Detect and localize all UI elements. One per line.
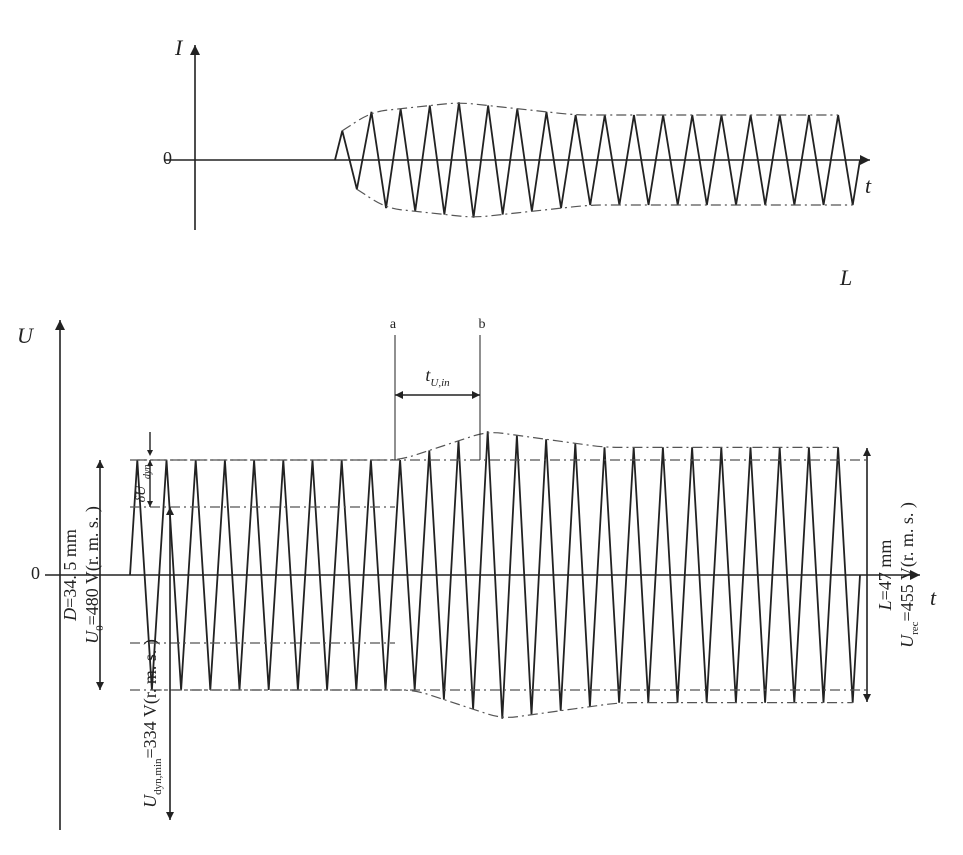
svg-text:L=47 mmUrec=455 V(r. m. s. ): L=47 mmUrec=455 V(r. m. s. ) — [875, 502, 920, 648]
svg-text:t: t — [930, 585, 937, 610]
svg-text:tU,in: tU,in — [425, 365, 450, 388]
svg-text:D=34. 5 mmU0=480 V(r. m. s. ): D=34. 5 mmU0=480 V(r. m. s. ) — [60, 506, 105, 644]
svg-text:0: 0 — [31, 563, 40, 583]
svg-text:L: L — [839, 265, 852, 290]
svg-text:b: b — [479, 317, 486, 332]
svg-text:0: 0 — [163, 148, 172, 168]
svg-text:I: I — [174, 35, 184, 60]
svg-text:a: a — [390, 317, 397, 332]
svg-text:t: t — [865, 173, 872, 198]
svg-text:Udyn,min=334 V(r. m. s. ): Udyn,min=334 V(r. m. s. ) — [140, 639, 163, 808]
svg-text:U: U — [17, 323, 35, 348]
diagram-svg: It0LUt0δU−dynabtU,inD=34. 5 mmU0=480 V(r… — [0, 0, 963, 855]
